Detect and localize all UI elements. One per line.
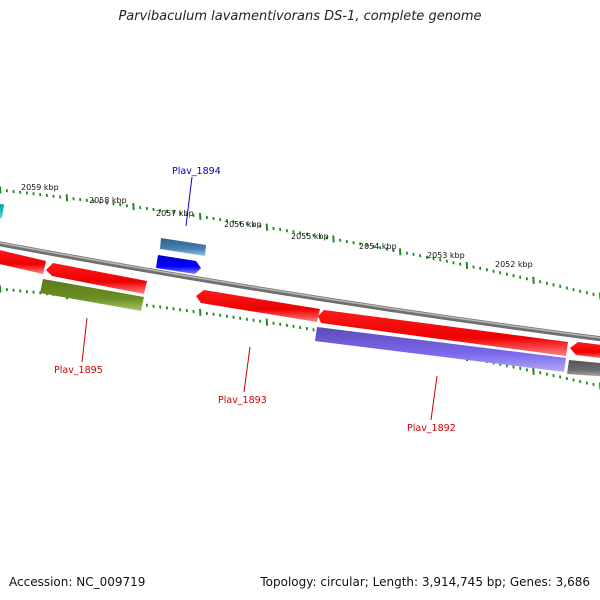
gene-arrow[interactable] [40,279,144,311]
outer-scale-ticks [0,186,600,300]
scale-tick-label: 2052 kbp [495,260,533,269]
gene-arrow[interactable] [0,203,5,219]
label-leader-line [430,375,438,421]
gene-label-plav-1894[interactable]: Plav_1894 [172,166,221,177]
gene-arrow[interactable] [318,310,568,356]
gene-label-plav-1895[interactable]: Plav_1895 [54,365,103,376]
gene-arrow[interactable] [570,342,600,359]
gene-arrow[interactable] [196,290,320,322]
gene-arrow[interactable] [567,360,600,377]
genome-summary-text: Topology: circular; Length: 3,914,745 bp… [260,575,590,589]
map-title: Parvibaculum lavamentivorans DS-1, compl… [118,9,482,24]
scale-tick-label: 2059 kbp [21,183,59,192]
scale-tick-label: 2057 kbp [156,209,194,218]
scale-tick-label: 2055 kbp [291,232,329,241]
genome-backbone-highlight [0,242,600,339]
genome-backbone [0,241,600,342]
label-leader-line [243,346,251,393]
gene-label-plav-1893[interactable]: Plav_1893 [218,395,267,406]
scale-tick-label: 2053 kbp [427,251,465,260]
gene-arrow[interactable] [0,249,46,274]
scale-tick-label: 2056 kbp [224,220,262,229]
scale-tick-label: 2054 kbp [359,242,397,251]
gene-arrow[interactable] [160,238,206,256]
label-leader-line [81,317,88,363]
accession-text: Accession: NC_009719 [9,575,146,589]
gene-label-plav-1892[interactable]: Plav_1892 [407,423,456,434]
scale-tick-label: 2058 kbp [89,196,127,205]
gene-arrow[interactable] [156,255,201,274]
gene-arrow[interactable] [46,263,147,294]
label-leader-line [185,176,193,227]
gene-arrow[interactable] [315,327,566,372]
